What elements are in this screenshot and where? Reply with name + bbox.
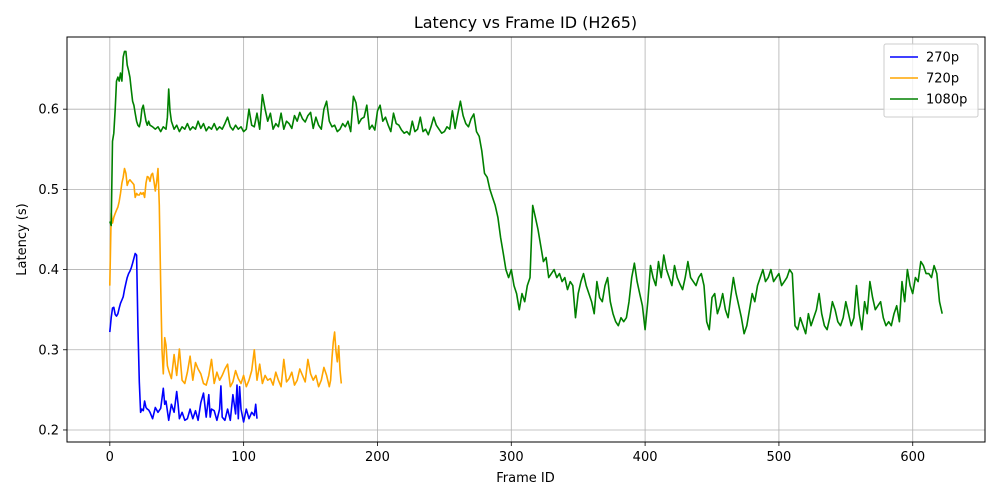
legend-label-270p: 270p xyxy=(926,51,959,66)
series-line-720p xyxy=(109,167,343,388)
grid-lines xyxy=(67,37,985,442)
x-tick-label: 400 xyxy=(633,450,658,465)
y-tick-label: 0.2 xyxy=(38,423,59,438)
x-tick-label: 500 xyxy=(767,450,792,465)
x-tick-label: 300 xyxy=(499,450,524,465)
series-line-1080p xyxy=(109,50,943,335)
x-axis-title: Frame ID xyxy=(496,471,554,486)
legend-label-720p: 720p xyxy=(926,72,959,87)
series-lines xyxy=(109,50,943,423)
y-tick-label: 0.6 xyxy=(38,103,59,118)
y-tick-label: 0.4 xyxy=(38,263,59,278)
x-tick-label: 100 xyxy=(231,450,256,465)
chart-title: Latency vs Frame ID (H265) xyxy=(414,13,637,32)
y-tick-label: 0.5 xyxy=(38,183,59,198)
y-tick-label: 0.3 xyxy=(38,343,59,358)
axis-ticks: 0 100 200 300 400 500 600 0.2 0.3 0.4 0.5 0.6 xyxy=(38,103,925,465)
legend-label-1080p: 1080p xyxy=(926,93,967,108)
y-axis-title: Latency (s) xyxy=(15,203,30,275)
x-tick-label: 200 xyxy=(365,450,390,465)
x-tick-label: 600 xyxy=(900,450,925,465)
plot-frame xyxy=(66,36,986,443)
legend: 270p 720p 1080p xyxy=(883,43,979,118)
series-line-270p xyxy=(109,252,258,423)
x-tick-label: 0 xyxy=(106,450,114,465)
